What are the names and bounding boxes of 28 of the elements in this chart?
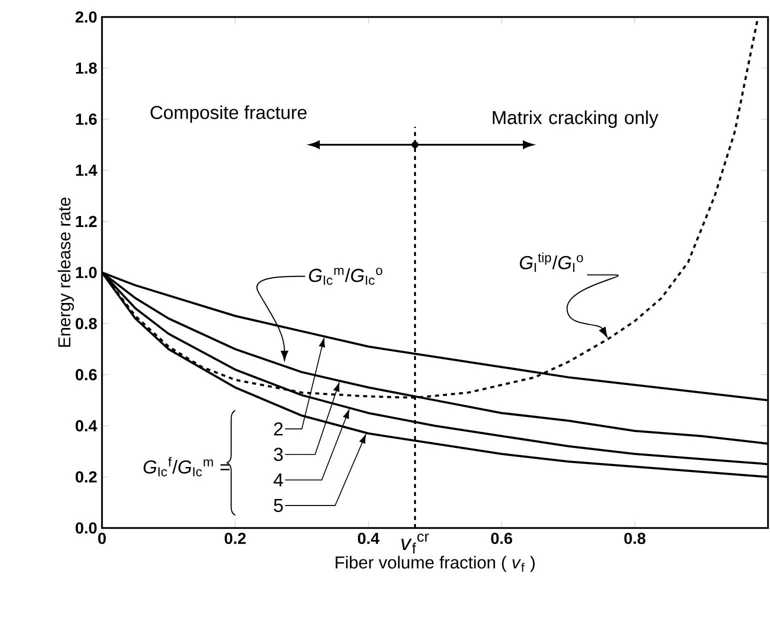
y-tick-label: 0.6 (76, 369, 97, 380)
x-tick-label: 0 (98, 532, 106, 544)
y-tick-label: 0.2 (76, 471, 97, 483)
y-tick-label: 1.0 (76, 266, 97, 278)
y-tick-label: 1.6 (76, 114, 97, 125)
annotation: Matrix cracking only (492, 110, 658, 128)
annotation: G$_{I}$$^{tip}$/G$_{I}$o (520, 252, 583, 272)
x-tick-label: 0.8 (624, 532, 646, 544)
text: 3 (274, 448, 283, 462)
y-axis-title: Energy release rate (58, 198, 74, 347)
y-tick-label: 1.8 (76, 62, 97, 74)
annotation: G$_{Ic}$$^{m}$/G$_{Ic}$o (308, 268, 382, 285)
x-axis-title: Fiber volume fraction ( v$_{f}$ ) (336, 556, 535, 572)
annotation: Composite fracture (150, 105, 307, 123)
x-tick-label: 0.2 (224, 532, 246, 544)
y-tick-label: 0.4 (76, 420, 98, 432)
x-tick-label: 0.6 (491, 532, 512, 544)
y-tick-label: 1.4 (76, 164, 98, 176)
x-tick-label: 0.4 (358, 532, 380, 544)
ref-line-label: v$_{f}$cr (401, 534, 429, 554)
y-tick-label: 0.8 (76, 318, 97, 330)
annotation: G$_{Ic}$$^{f}$/G$_{Ic}$$^{m}$ = (144, 456, 230, 476)
y-tick-label: 2.0 (76, 11, 97, 23)
text: 2 (274, 422, 283, 436)
text: 4 (274, 474, 283, 486)
text: 5 (274, 499, 283, 512)
y-tick-label: 1.2 (76, 216, 97, 227)
y-tick-label: 0.0 (76, 522, 97, 534)
